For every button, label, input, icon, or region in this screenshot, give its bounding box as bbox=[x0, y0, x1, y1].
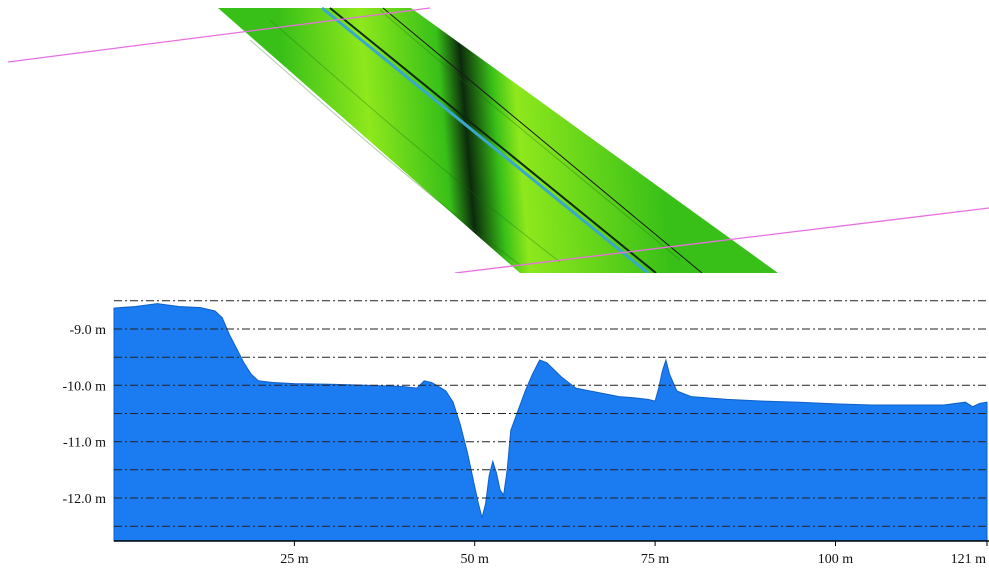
survey-line-lower bbox=[454, 207, 989, 273]
channel-dark-line bbox=[329, 7, 657, 273]
channel-edge-line bbox=[382, 7, 703, 273]
y-tick-label: -11.0 m bbox=[63, 436, 106, 451]
channel-strip bbox=[321, 6, 649, 273]
y-tick-label: -10.0 m bbox=[62, 379, 106, 394]
profile-chart: -9.0 m -10.0 m -11.0 m -12.0 m 25 m 50 m 75 m 1… bbox=[62, 300, 989, 567]
bathymetry-surface-image bbox=[7, 6, 989, 273]
x-tick-label: 25 m bbox=[280, 552, 309, 567]
x-tick-label: 121 m bbox=[951, 552, 987, 567]
terrain-swath bbox=[218, 8, 778, 273]
y-tick-label: -12.0 m bbox=[62, 492, 106, 507]
depth-profile-area bbox=[113, 303, 988, 542]
terrain-shading bbox=[249, 9, 681, 266]
x-tick-label: 100 m bbox=[818, 552, 854, 567]
y-tick-label: -9.0 m bbox=[69, 323, 106, 338]
x-tick-label: 50 m bbox=[461, 552, 490, 567]
survey-line-upper bbox=[7, 7, 431, 63]
x-tick-label: 75 m bbox=[641, 552, 670, 567]
